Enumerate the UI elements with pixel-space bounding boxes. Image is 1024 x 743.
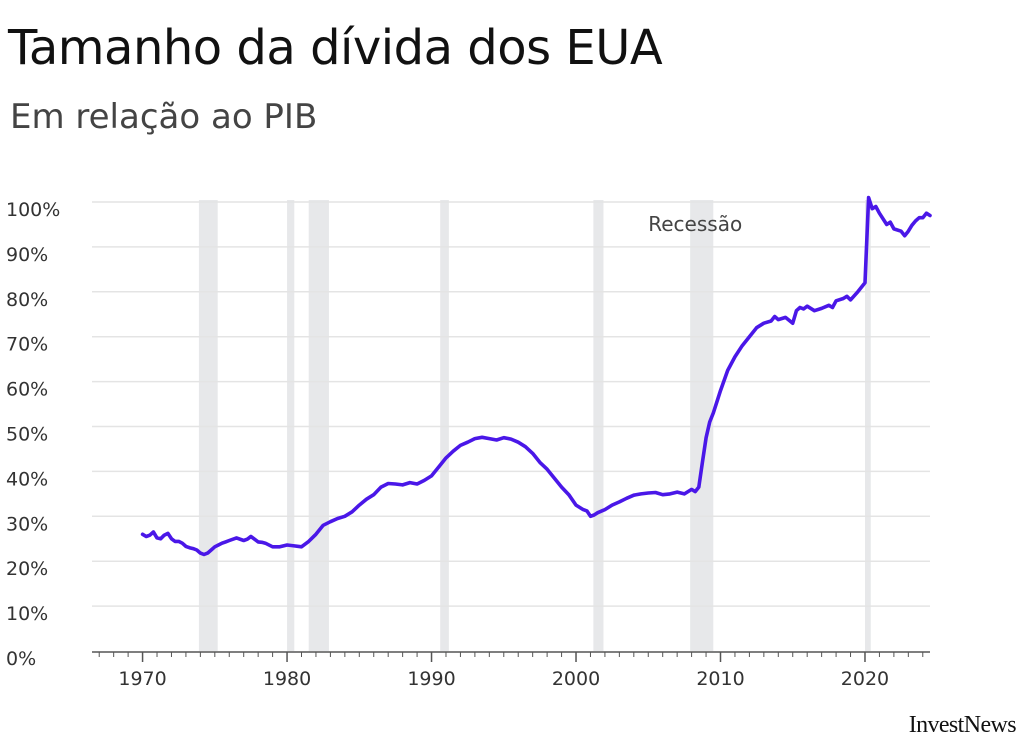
y-tick-label: 20% (6, 558, 48, 580)
x-tick-label: 1970 (118, 668, 166, 690)
recession-band-3 (440, 200, 449, 651)
x-tick-label: 2010 (696, 668, 744, 690)
x-axis-ticks: 1970 1980 1990 2000 2010 2020 (98, 652, 924, 690)
x-tick-label: 2020 (841, 668, 889, 690)
recession-bands (198, 200, 871, 651)
recession-band-5 (690, 200, 714, 651)
y-tick-label: 80% (6, 289, 48, 311)
y-axis-ticks: 0% 10% 20% 30% 40% 50% 60% 70% 80% 90% 100% (6, 199, 60, 670)
chart-subtitle: Em relação ao PIB (10, 97, 318, 137)
y-tick-label: 100% (6, 199, 60, 221)
recession-band-4 (593, 200, 604, 651)
debt-to-gdp-line (140, 195, 932, 557)
x-tick-label: 2000 (552, 668, 600, 690)
y-tick-label: 60% (6, 379, 48, 401)
series-layer (140, 195, 932, 557)
x-tick-label: 1990 (407, 668, 455, 690)
y-tick-label: 30% (6, 513, 48, 535)
y-tick-label: 40% (6, 468, 48, 490)
recession-band-0 (198, 200, 218, 651)
y-tick-label: 90% (6, 244, 48, 266)
brand-logo: InvestNews (908, 712, 1017, 738)
y-tick-label: 70% (6, 334, 48, 356)
x-tick-label: 1980 (263, 668, 311, 690)
recession-label: Recessão (648, 212, 742, 236)
annotations: Recessão (648, 212, 742, 236)
chart-title: Tamanho da dívida dos EUA (8, 20, 663, 76)
gridlines (92, 201, 930, 653)
recession-band-6 (864, 200, 871, 651)
recession-band-2 (308, 200, 329, 651)
recession-band-1 (287, 200, 295, 651)
y-tick-label: 10% (6, 603, 48, 625)
y-tick-label: 0% (6, 648, 36, 670)
y-tick-label: 50% (6, 424, 48, 446)
